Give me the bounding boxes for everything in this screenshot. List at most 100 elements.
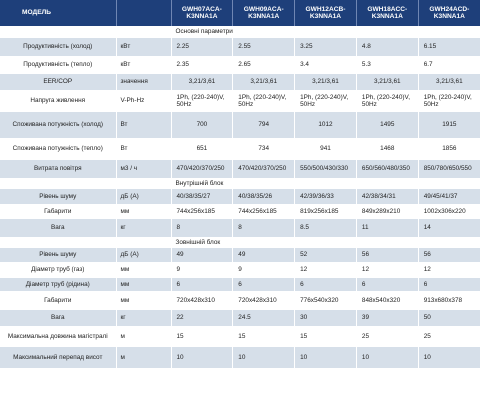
value-cell: 10 <box>294 347 357 368</box>
section-row: Зовнішній блок <box>0 237 480 248</box>
unit-cell: м3 / ч <box>115 160 171 178</box>
value-cell: 10 <box>417 347 480 368</box>
value-cell: 15 <box>232 326 295 347</box>
value-cell: 1Ph, (220-240)V, 50Hz <box>355 90 419 112</box>
value-cell: 3,21/3,61 <box>170 74 233 90</box>
table-row: Продуктивність (холод) кВт 2.25 2.55 3.25 4.8… <box>0 38 480 56</box>
value-cell: 776x540x320 <box>294 291 357 310</box>
value-cell: 2.35 <box>170 56 233 74</box>
param-label: Максимальний перепад висот <box>0 347 116 368</box>
spacer-cell <box>0 178 116 189</box>
unit-header <box>115 0 171 26</box>
table-row: Споживана потужність (холод) Вт 700 794 1012… <box>0 112 480 138</box>
value-cell: 3,21/3,61 <box>355 74 419 90</box>
section-row: Внутрішній блок <box>0 178 480 189</box>
spec-table: МОДЕЛЬ GWH07ACA-K3NNA1A GWH09ACA-K3NNA1A… <box>0 0 480 368</box>
value-cell: 1002x306x220 <box>417 204 480 219</box>
value-cell: 15 <box>170 326 233 347</box>
unit-cell: мм <box>115 278 171 291</box>
param-label: Продуктивність (тепло) <box>0 56 116 74</box>
value-cell: 941 <box>294 138 357 160</box>
value-cell: 2.55 <box>232 38 295 56</box>
param-label: Споживана потужність (холод) <box>0 112 116 138</box>
unit-cell: Вт <box>115 112 171 138</box>
param-label: EER/COP <box>0 74 116 90</box>
value-cell: 6.7 <box>417 56 480 74</box>
value-cell: 3,21/3,61 <box>294 74 357 90</box>
value-cell: 8.5 <box>294 219 357 237</box>
value-cell: 56 <box>417 248 480 262</box>
value-cell: 1856 <box>417 138 480 160</box>
value-cell: 1012 <box>294 112 357 138</box>
param-label: Діаметр труб (газ) <box>0 262 116 278</box>
spacer-cell <box>115 26 171 38</box>
table-row: Рівень шуму дБ (А) 49 49 52 56 56 <box>0 248 480 262</box>
table-row: Габарити мм 744x256x185 744x256x185 819x256x… <box>0 204 480 219</box>
value-cell: 1Ph, (220-240)V, 50Hz <box>294 90 357 112</box>
value-cell: 470/420/370/250 <box>170 160 233 178</box>
table-row: Вага кг 8 8 8.5 11 14 <box>0 219 480 237</box>
value-cell: 2.25 <box>170 38 233 56</box>
spacer-cell <box>115 237 171 248</box>
unit-cell: Вт <box>115 138 171 160</box>
unit-cell: значення <box>115 74 171 90</box>
value-cell: 651 <box>170 138 233 160</box>
value-cell: 10 <box>232 347 295 368</box>
value-cell: 12 <box>294 262 357 278</box>
section-title: Основні параметри <box>170 26 480 38</box>
table-row: Напруга живлення V-Ph-Hz 1Ph, (220-240)V, … <box>0 90 480 112</box>
model-name: GWH24ACD-K3NNA1A <box>417 0 480 26</box>
value-cell: 819x256x185 <box>294 204 357 219</box>
unit-cell: м <box>115 326 171 347</box>
value-cell: 3.25 <box>294 38 357 56</box>
param-label: Рівень шуму <box>0 189 116 204</box>
value-cell: 25 <box>417 326 480 347</box>
value-cell: 49 <box>232 248 295 262</box>
value-cell: 3.4 <box>294 56 357 74</box>
spacer-cell <box>115 178 171 189</box>
value-cell: 848x540x320 <box>355 291 419 310</box>
section-row: Основні параметри <box>0 26 480 38</box>
table-row: EER/COP значення 3,21/3,61 3,21/3,61 3,21/3,… <box>0 74 480 90</box>
param-label: Продуктивність (холод) <box>0 38 116 56</box>
value-cell: 720x428x310 <box>232 291 295 310</box>
unit-cell: кВт <box>115 56 171 74</box>
table-row: Габарити мм 720x428x310 720x428x310 776x540x… <box>0 291 480 310</box>
value-cell: 470/420/370/250 <box>232 160 295 178</box>
model-name: GWH09ACA-K3NNA1A <box>232 0 295 26</box>
value-cell: 10 <box>355 347 419 368</box>
param-label: Рівень шуму <box>0 248 116 262</box>
header-row: МОДЕЛЬ GWH07ACA-K3NNA1A GWH09ACA-K3NNA1A… <box>0 0 480 26</box>
value-cell: 8 <box>170 219 233 237</box>
value-cell: 49/45/41/37 <box>417 189 480 204</box>
table-row: Витрата повітря м3 / ч 470/420/370/250 470/… <box>0 160 480 178</box>
value-cell: 50 <box>417 310 480 326</box>
table-row: Продуктивність (тепло) кВт 2.35 2.65 3.4 5.3 6… <box>0 56 480 74</box>
value-cell: 8 <box>232 219 295 237</box>
value-cell: 42/38/34/31 <box>355 189 419 204</box>
unit-cell: кг <box>115 219 171 237</box>
value-cell: 1Ph, (220-240)V, 50Hz <box>170 90 233 112</box>
section-title: Зовнішній блок <box>170 237 480 248</box>
value-cell: 850/780/650/550 <box>417 160 480 178</box>
value-cell: 9 <box>170 262 233 278</box>
param-label: Діаметр труб (рідина) <box>0 278 116 291</box>
value-cell: 56 <box>355 248 419 262</box>
value-cell: 3,21/3,61 <box>417 74 480 90</box>
param-label: Вага <box>0 219 116 237</box>
value-cell: 1Ph, (220-240)V, 50Hz <box>232 90 295 112</box>
value-cell: 39 <box>355 310 419 326</box>
param-label: Напруга живлення <box>0 90 116 112</box>
value-cell: 734 <box>232 138 295 160</box>
value-cell: 2.65 <box>232 56 295 74</box>
value-cell: 40/38/35/27 <box>170 189 233 204</box>
value-cell: 12 <box>355 262 419 278</box>
value-cell: 650/560/480/350 <box>355 160 419 178</box>
value-cell: 52 <box>294 248 357 262</box>
value-cell: 4.8 <box>355 38 419 56</box>
value-cell: 700 <box>170 112 233 138</box>
section-title: Внутрішній блок <box>170 178 480 189</box>
table-row: Діаметр труб (газ) мм 9 9 12 12 12 <box>0 262 480 278</box>
value-cell: 15 <box>294 326 357 347</box>
value-cell: 6 <box>417 278 480 291</box>
